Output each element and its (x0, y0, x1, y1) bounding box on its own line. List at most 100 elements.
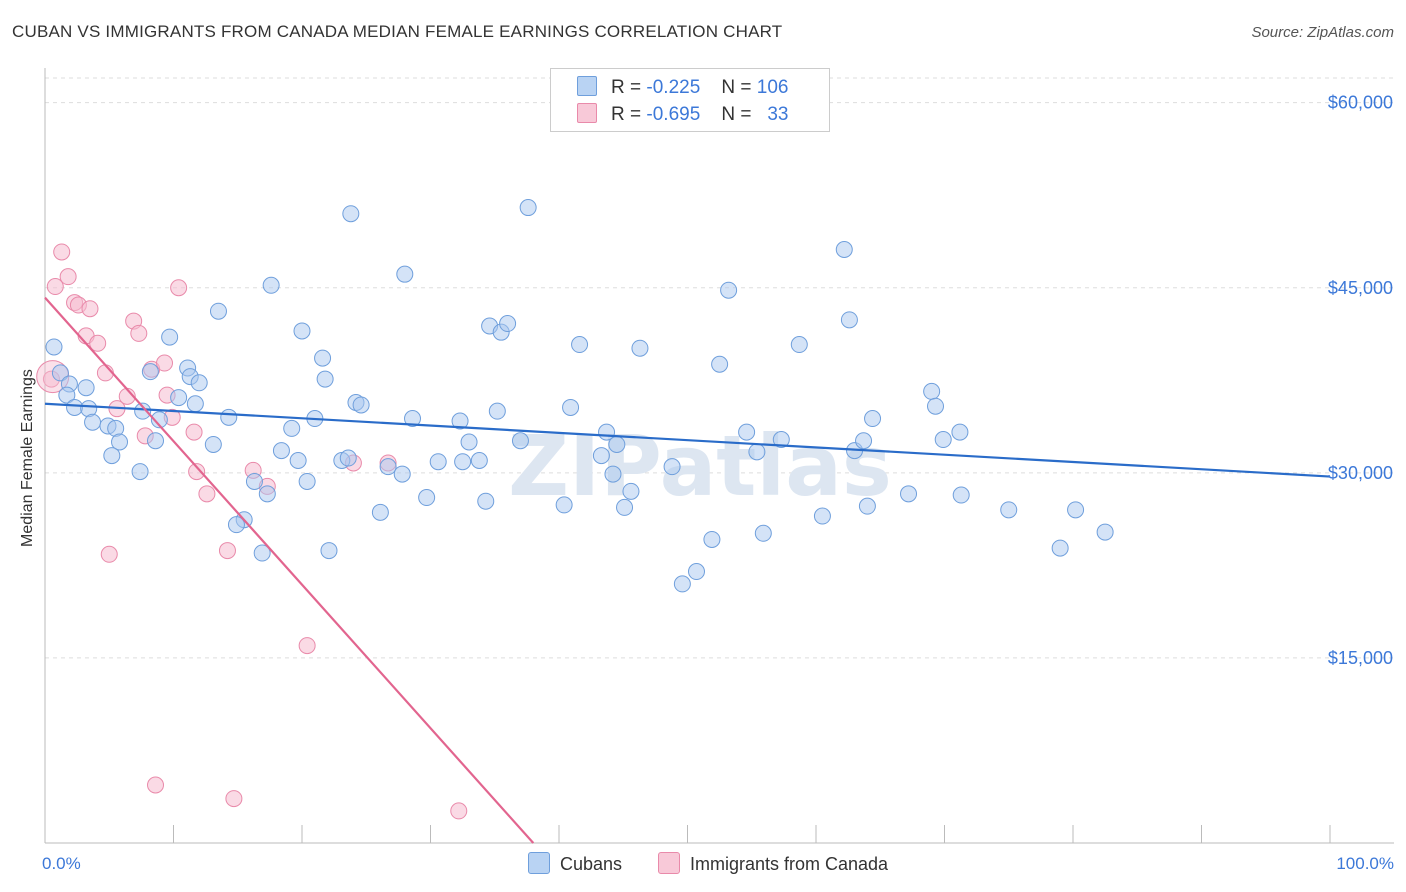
cubans-point (320, 542, 338, 560)
cubans-point (488, 402, 506, 420)
cubans-point (396, 265, 414, 283)
canada-point (156, 354, 174, 372)
legend-label-canada: Immigrants from Canada (690, 854, 889, 874)
cubans-point (77, 379, 95, 397)
canada-point (147, 776, 165, 794)
cubans-point (209, 302, 227, 320)
cubans-point (923, 382, 941, 400)
canada-point (185, 423, 203, 441)
cubans-point (66, 398, 84, 416)
cubans-point (111, 433, 129, 451)
trendline-canada (44, 296, 535, 844)
cubans-point (1051, 539, 1069, 557)
cubans-point (835, 241, 853, 259)
cubans-point (371, 503, 389, 521)
legend-row-cubans: R = -0.225 N = 106 (577, 76, 788, 99)
legend-swatch-cubans (577, 76, 597, 96)
cubans-point (131, 463, 149, 481)
cubans-point (952, 486, 970, 504)
legend-r-value-canada: -0.695 (646, 104, 701, 125)
cubans-point (840, 311, 858, 329)
canada-series (36, 243, 468, 820)
cubans-point (352, 396, 370, 414)
canada-point (450, 802, 468, 820)
cubans-point (84, 413, 102, 431)
canada-point (130, 324, 148, 342)
stats-legend: R = -0.225 N = 106 R = -0.695 N = 33 (550, 68, 830, 132)
canada-point (225, 790, 243, 808)
cubans-point (379, 458, 397, 476)
cubans-point (1067, 501, 1085, 519)
cubans-point (404, 410, 422, 428)
cubans-point (134, 402, 152, 420)
cubans-point (813, 507, 831, 525)
cubans-point (499, 315, 517, 333)
legend-label-cubans: Cubans (560, 854, 623, 874)
cubans-point (687, 563, 705, 581)
cubans-point (571, 336, 589, 354)
cubans-point (451, 412, 469, 430)
canada-point (59, 268, 77, 286)
cubans-point (858, 497, 876, 515)
cubans-point (631, 339, 649, 357)
cubans-point (283, 419, 301, 437)
cubans-point (314, 349, 332, 367)
cubans-point (454, 453, 472, 471)
legend-n-label: N = (721, 104, 752, 125)
legend-row-canada: R = -0.695 N = 33 (577, 103, 788, 126)
cubans-point (673, 575, 691, 593)
x-tick-label-max: 100.0% (1336, 854, 1394, 873)
canada-point (170, 279, 188, 297)
axes (44, 68, 1394, 844)
cubans-point (1096, 523, 1114, 541)
cubans-point (711, 355, 729, 373)
cubans-point (262, 276, 280, 294)
cubans-point (190, 374, 208, 392)
legend-r-label: R = (611, 104, 642, 125)
cubans-point (562, 398, 580, 416)
trendline-cubans (44, 402, 1331, 478)
chart-title: CUBAN VS IMMIGRANTS FROM CANADA MEDIAN F… (12, 22, 783, 41)
canada-point (81, 300, 99, 318)
legend-n-value-canada: 33 (767, 104, 789, 125)
y-tick-label: $45,000 (1328, 278, 1393, 298)
canada-point (53, 243, 71, 261)
cubans-point (772, 431, 790, 449)
cubans-point (298, 472, 316, 490)
cubans-point (339, 449, 357, 467)
cubans-point (1000, 501, 1018, 519)
cubans-series (45, 199, 1114, 593)
canada-point (89, 334, 107, 352)
cubans-point (616, 498, 634, 516)
cubans-point (253, 544, 271, 562)
y-tick-label: $30,000 (1328, 463, 1393, 483)
legend-swatch-cubans (528, 852, 550, 874)
canada-point (188, 463, 206, 481)
cubans-point (477, 492, 495, 510)
cubans-point (150, 411, 168, 429)
cubans-point (934, 431, 952, 449)
legend-swatch-canada (658, 852, 680, 874)
cubans-point (147, 432, 165, 450)
cubans-point (429, 453, 447, 471)
canada-point (298, 637, 316, 655)
canada-point (100, 545, 118, 563)
cubans-point (272, 442, 290, 460)
cubans-point (460, 433, 478, 451)
cubans-point (604, 465, 622, 483)
legend-n-label: N = (721, 77, 752, 98)
canada-point (46, 278, 64, 296)
legend-swatch-canada (577, 103, 597, 123)
cubans-point (418, 489, 436, 507)
cubans-point (393, 465, 411, 483)
cubans-point (927, 397, 945, 415)
y-tick-label: $15,000 (1328, 648, 1393, 668)
cubans-point (289, 452, 307, 469)
y-tick-labels: $15,000 $30,000 $45,000 $60,000 (1328, 93, 1393, 668)
cubans-point (519, 199, 537, 217)
cubans-point (754, 524, 772, 542)
cubans-point (342, 205, 360, 223)
cubans-point (103, 447, 121, 465)
cubans-point (186, 395, 204, 413)
